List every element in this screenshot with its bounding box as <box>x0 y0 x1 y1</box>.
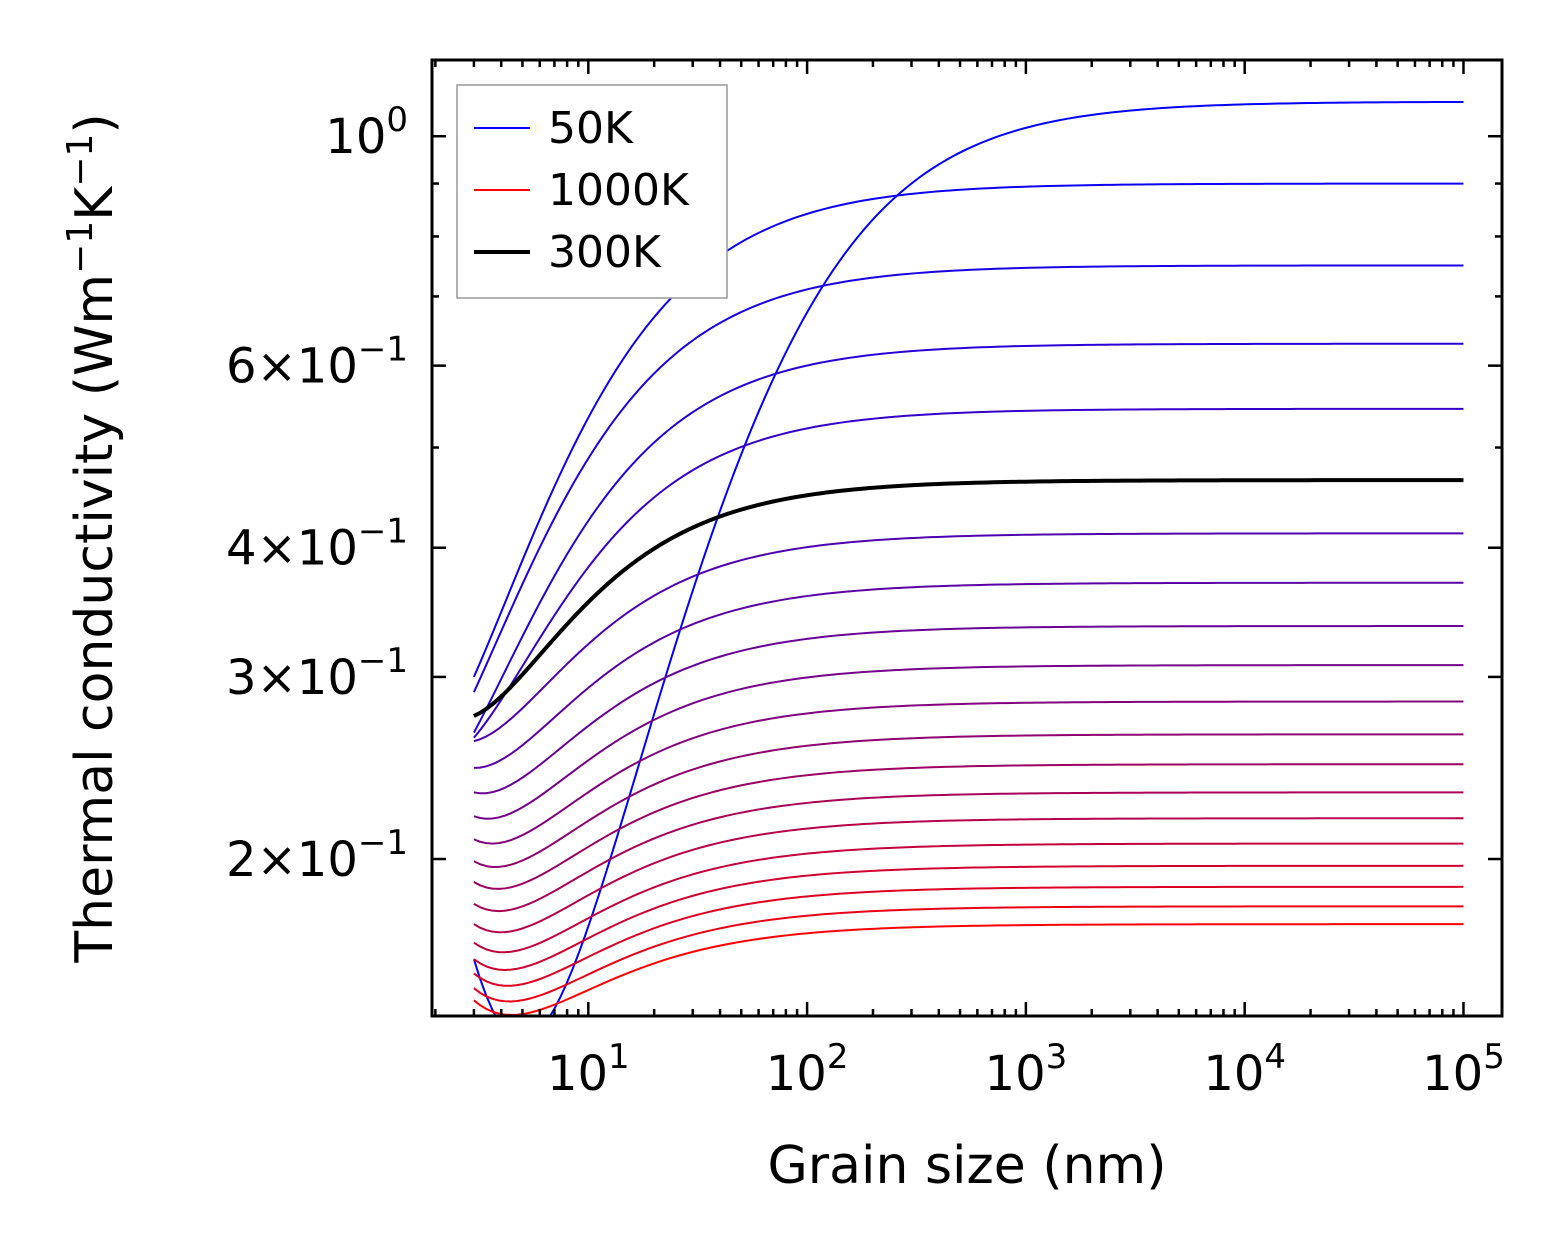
series-line-550k <box>473 700 1464 845</box>
series-line-1000k <box>473 923 1464 1016</box>
series-line-300k <box>473 478 1464 718</box>
x-tick-labels: 101 102 103 104 105 <box>547 1037 1505 1102</box>
x-tick-label: 105 <box>1422 1037 1505 1102</box>
plot-frame <box>430 58 1504 1018</box>
legend-box <box>456 84 728 299</box>
y-tick-label: 3×10−1 <box>226 641 408 706</box>
y-axis-label-exp1: −1 <box>60 221 101 274</box>
series-line-400k <box>473 581 1464 769</box>
series-line-800k <box>473 842 1464 954</box>
legend-label-50k: 50K <box>548 103 634 154</box>
series-line-600k <box>473 733 1464 868</box>
y-tick-label: 4×10−1 <box>226 512 408 577</box>
legend-label-300k: 300K <box>548 227 662 278</box>
x-tick-label: 101 <box>547 1037 630 1102</box>
y-axis-label: Thermal conductivity (Wm−1K−1) <box>60 113 125 963</box>
y-axis-label-exp2: −1 <box>60 134 101 187</box>
y-axis-label-mid: K <box>65 185 125 221</box>
series-line-500k <box>473 664 1464 820</box>
legend: 50K 1000K 300K <box>456 84 728 299</box>
y-tick-labels: 100 6×10−1 4×10−1 3×10−1 2×10−1 <box>226 100 408 888</box>
series-line-350k <box>473 532 1464 743</box>
series-line-50k <box>472 100 1464 1016</box>
series-line-950k <box>473 905 1464 1003</box>
y-tick-label: 6×10−1 <box>226 330 408 395</box>
series-line-250k <box>473 407 1464 739</box>
series-line-100k <box>472 182 1464 678</box>
series-line-450k <box>473 625 1464 795</box>
x-tick-label: 103 <box>985 1037 1068 1102</box>
y-tick-label: 100 <box>325 100 408 165</box>
legend-label-1000k: 1000K <box>548 165 690 216</box>
y-tick-label: 2×10−1 <box>226 823 408 888</box>
data-curves <box>472 100 1464 1016</box>
x-tick-label: 104 <box>1203 1037 1286 1102</box>
y-axis-label-main: Thermal conductivity (Wm <box>65 274 125 964</box>
series-line-650k <box>473 763 1464 890</box>
series-line-150k <box>473 264 1464 693</box>
x-axis-label: Grain size (nm) <box>767 1136 1166 1196</box>
series-line-850k <box>473 864 1464 971</box>
y-axis-label-end: ) <box>65 113 125 133</box>
series-line-900k <box>473 885 1464 987</box>
x-tick-label: 102 <box>766 1037 849 1102</box>
series-line-200k <box>473 342 1464 734</box>
series-line-750k <box>473 817 1464 934</box>
series-line-700k <box>473 791 1464 913</box>
